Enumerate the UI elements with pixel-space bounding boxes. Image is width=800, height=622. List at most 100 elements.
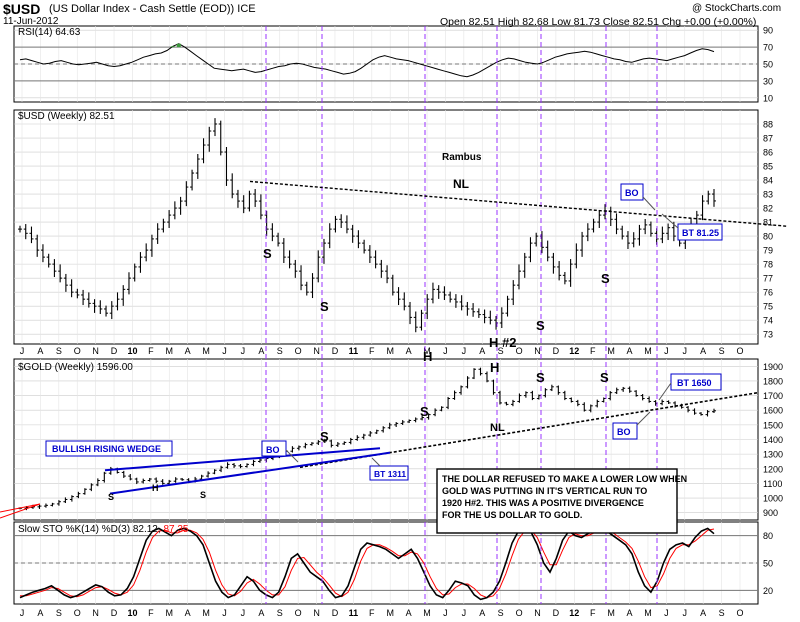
x-tick-label: 10 (127, 608, 137, 618)
x-tick-label: S (56, 346, 62, 356)
rsi-line (19, 43, 715, 78)
x-tick-label: J (664, 608, 669, 618)
y-tick-label: 79 (763, 246, 773, 256)
x-tick-label: N (92, 346, 99, 356)
x-tick-label: N (92, 608, 99, 618)
x-tick-label: M (644, 346, 652, 356)
x-tick-label: J (462, 608, 467, 618)
x-tick-label: D (553, 346, 560, 356)
x-tick-label: F (590, 608, 596, 618)
x-tick-label: J (462, 346, 467, 356)
x-tick-label: J (683, 346, 688, 356)
y-tick-label: 1900 (763, 362, 783, 372)
x-tick-label: S (719, 608, 725, 618)
x-tick-label: A (479, 608, 485, 618)
note-line: THE DOLLAR REFUSED TO MAKE A LOWER LOW W… (442, 474, 687, 484)
x-tick-label: O (74, 608, 81, 618)
annotation-usd-bt: BT 81.25 (682, 228, 719, 238)
x-tick-label: O (516, 346, 523, 356)
annotation-gold-bt-1650: BT 1650 (677, 378, 712, 388)
x-tick-label: M (607, 608, 615, 618)
y-tick-label: 77 (763, 274, 773, 284)
x-tick-label: O (516, 608, 523, 618)
rsi-overbought-fill (170, 46, 175, 48)
panel-frame-usd (13, 109, 759, 345)
wedge-upper-line (104, 447, 381, 472)
x-tick-label: A (627, 608, 633, 618)
x-tick-label: A (258, 608, 264, 618)
gold-legend: $GOLD (Weekly) 1596.00 (18, 362, 133, 373)
y-tick-label: 75 (763, 302, 773, 312)
x-tick-label: N (313, 608, 320, 618)
x-tick-label: O (295, 608, 302, 618)
annotation-shoulder: S (200, 490, 206, 500)
sto-legend-k: 82.12, (133, 524, 164, 535)
y-tick-label: 80 (763, 232, 773, 242)
y-tick-label: 1000 (763, 494, 783, 504)
x-tick-label: S (56, 608, 62, 618)
callout-box (261, 440, 287, 457)
annotation-shoulder: S (320, 299, 329, 314)
x-tick-label: N (534, 608, 541, 618)
callout-box (45, 440, 173, 457)
x-tick-label: N (534, 346, 541, 356)
x-tick-label: O (74, 346, 81, 356)
y-tick-label: 82 (763, 204, 773, 214)
note-box (436, 468, 678, 534)
x-tick-label: A (37, 346, 43, 356)
x-tick-label: F (369, 608, 375, 618)
x-tick-label: M (166, 608, 174, 618)
x-tick-label: J (683, 608, 688, 618)
annotation-head: H (490, 360, 499, 375)
x-tick-label: S (498, 346, 504, 356)
rsi-overbought-fill (176, 43, 181, 48)
x-tick-label: A (37, 608, 43, 618)
stoch-k-line (19, 527, 715, 601)
x-tick-label: A (406, 608, 412, 618)
x-tick-label: O (295, 346, 302, 356)
x-tick-label: J (222, 608, 227, 618)
annotation-head: H (152, 483, 159, 493)
annotation-shoulder: S (320, 429, 329, 444)
x-tick-label: M (644, 608, 652, 618)
sto-legend-d: 87.35 (163, 524, 188, 535)
annotation-wedge: BULLISH RISING WEDGE (52, 444, 161, 454)
annotation-gold-bt: BT 1311 (374, 469, 406, 479)
x-tick-label: J (20, 608, 25, 618)
red-wedge-tip (0, 503, 41, 519)
y-tick-label: 1500 (763, 420, 783, 430)
annotation-head-2: H #2 (489, 335, 516, 350)
chart-date: 11-Jun-2012 (3, 16, 59, 27)
x-tick-label: J (241, 608, 246, 618)
wedge-lower-line (109, 451, 391, 495)
annotation-shoulder: S (263, 246, 272, 261)
x-tick-label: F (148, 346, 154, 356)
annotation-gold-bo-2: BO (617, 427, 631, 437)
y-tick-label: 1200 (763, 464, 783, 474)
callout-box (670, 373, 722, 391)
x-tick-label: S (277, 346, 283, 356)
callout-pointer (371, 457, 381, 467)
x-tick-label: 12 (569, 346, 579, 356)
x-tick-label: S (498, 608, 504, 618)
annotation-shoulder: S (536, 318, 545, 333)
x-tick-label: S (719, 346, 725, 356)
y-tick-label: 30 (763, 76, 773, 86)
y-tick-label: 85 (763, 162, 773, 172)
x-tick-label: D (553, 608, 560, 618)
y-tick-label: 73 (763, 330, 773, 340)
note-line: 1920 H#2. THIS WAS A POSITIVE DIVERGENCE (442, 498, 644, 508)
x-tick-label: D (332, 608, 339, 618)
x-tick-label: D (111, 608, 118, 618)
x-tick-label: O (736, 608, 743, 618)
callout-pointer (636, 411, 651, 426)
x-tick-label: D (332, 346, 339, 356)
y-tick-label: 10 (763, 93, 773, 103)
x-tick-label: 11 (349, 608, 359, 618)
chart-symbol: $USD (3, 1, 41, 17)
rsi-legend: RSI(14) 64.63 (18, 27, 81, 38)
x-tick-label: O (736, 346, 743, 356)
x-tick-label: A (185, 346, 191, 356)
annotation-head: H (423, 349, 432, 364)
